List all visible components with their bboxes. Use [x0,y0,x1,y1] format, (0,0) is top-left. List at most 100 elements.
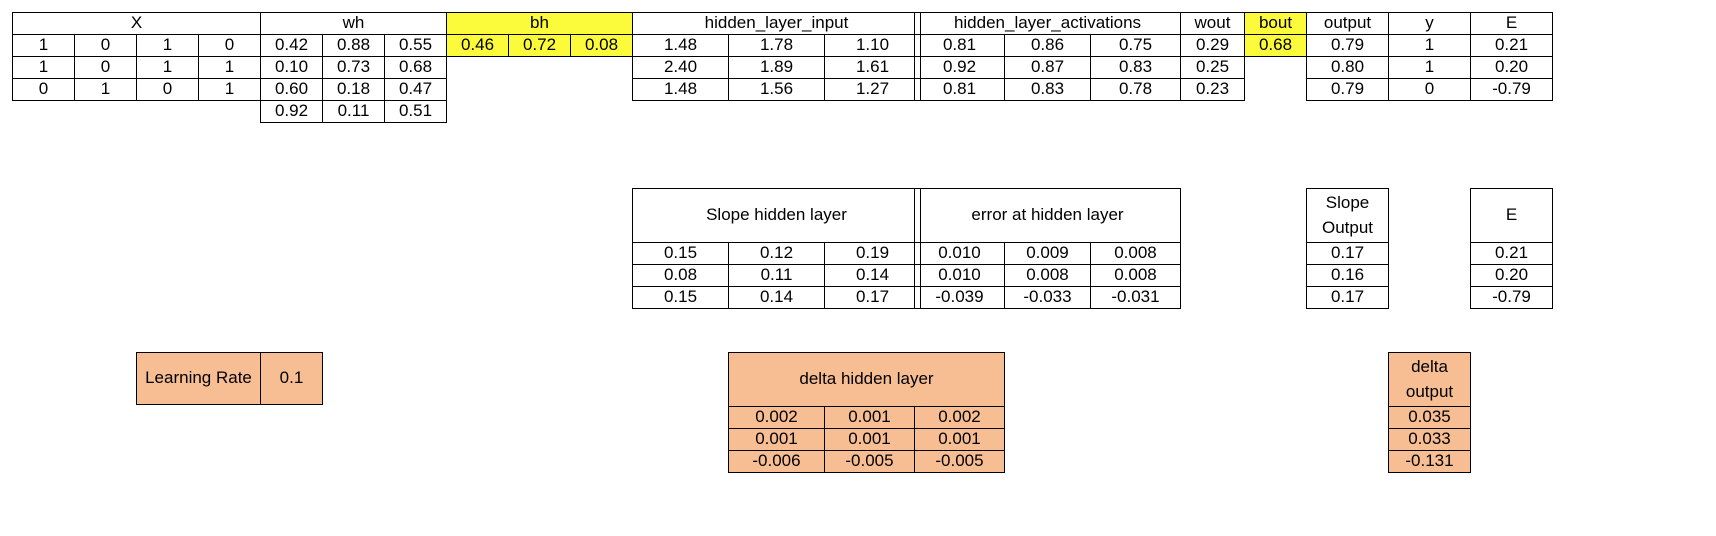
slope-output-table-header[interactable]: Slope Output [1306,188,1389,243]
hidden-layer-activations-table-cell[interactable]: 0.86 [1004,34,1091,57]
hidden-layer-activations-table-cell[interactable]: 0.81 [914,78,1005,101]
hidden-layer-input-table-cell[interactable]: 1.10 [824,34,921,57]
e-table-cell[interactable]: 0.20 [1470,56,1553,79]
bout-table-header[interactable]: bout [1244,12,1307,35]
hidden-layer-input-table-header[interactable]: hidden_layer_input [632,12,921,35]
hidden-layer-input-table-cell[interactable]: 1.56 [728,78,825,101]
y-table-header[interactable]: y [1388,12,1471,35]
e-table-cell[interactable]: 0.21 [1470,34,1553,57]
x-table-cell[interactable]: 1 [74,78,137,101]
output-table-cell[interactable]: 0.80 [1306,56,1389,79]
output-table-cell[interactable]: 0.79 [1306,78,1389,101]
wh-table-cell[interactable]: 0.51 [384,100,447,123]
slope-output-table-cell[interactable]: 0.17 [1306,242,1389,265]
slope-hidden-layer-table-cell[interactable]: 0.15 [632,286,729,309]
hidden-layer-input-table-cell[interactable]: 2.40 [632,56,729,79]
slope-output-table-cell[interactable]: 0.16 [1306,264,1389,287]
delta-hidden-layer-table-cell[interactable]: 0.001 [728,428,825,451]
delta-hidden-layer-table-cell[interactable]: -0.005 [824,450,915,473]
learning-rate-label[interactable]: Learning Rate [136,352,261,405]
x-table-cell[interactable]: 0 [74,34,137,57]
wh-table-cell[interactable]: 0.42 [260,34,323,57]
learning-rate-value[interactable]: 0.1 [260,352,323,405]
delta-output-table-cell[interactable]: -0.131 [1388,450,1471,473]
wh-table-cell[interactable]: 0.73 [322,56,385,79]
delta-hidden-layer-table-cell[interactable]: 0.001 [824,406,915,429]
error-at-hidden-layer-table-cell[interactable]: 0.010 [914,242,1005,265]
bh-table-cell[interactable]: 0.46 [446,34,509,57]
hidden-layer-activations-table-cell[interactable]: 0.92 [914,56,1005,79]
delta-output-table-header[interactable]: delta output [1388,352,1471,407]
error-at-hidden-layer-table-cell[interactable]: -0.039 [914,286,1005,309]
wh-table-cell[interactable]: 0.47 [384,78,447,101]
hidden-layer-input-table-cell[interactable]: 1.48 [632,34,729,57]
error-at-hidden-layer-table-cell[interactable]: -0.033 [1004,286,1091,309]
output-table-cell[interactable]: 0.79 [1306,34,1389,57]
x-table-cell[interactable]: 0 [136,78,199,101]
e-copy-table-cell[interactable]: 0.21 [1470,242,1553,265]
wh-table-cell[interactable]: 0.68 [384,56,447,79]
delta-hidden-layer-table-cell[interactable]: -0.006 [728,450,825,473]
hidden-layer-activations-table-cell[interactable]: 0.87 [1004,56,1091,79]
slope-hidden-layer-table-cell[interactable]: 0.12 [728,242,825,265]
hidden-layer-input-table-cell[interactable]: 1.48 [632,78,729,101]
x-table-cell[interactable]: 1 [12,56,75,79]
bh-table-cell[interactable]: 0.72 [508,34,571,57]
e-table-cell[interactable]: -0.79 [1470,78,1553,101]
hidden-layer-input-table-cell[interactable]: 1.78 [728,34,825,57]
delta-output-table-cell[interactable]: 0.035 [1388,406,1471,429]
delta-hidden-layer-table-cell[interactable]: 0.001 [824,428,915,451]
e-copy-table-header[interactable]: E [1470,188,1553,243]
wh-table-cell[interactable]: 0.18 [322,78,385,101]
delta-hidden-layer-table-header[interactable]: delta hidden layer [728,352,1005,407]
x-table-cell[interactable]: 1 [12,34,75,57]
wh-table-header[interactable]: wh [260,12,447,35]
wh-table-cell[interactable]: 0.11 [322,100,385,123]
x-table-cell[interactable]: 0 [198,34,261,57]
x-table-cell[interactable]: 1 [136,34,199,57]
error-at-hidden-layer-table-cell[interactable]: 0.008 [1090,242,1181,265]
slope-hidden-layer-table-header[interactable]: Slope hidden layer [632,188,921,243]
hidden-layer-activations-table-cell[interactable]: 0.81 [914,34,1005,57]
e-copy-table-cell[interactable]: -0.79 [1470,286,1553,309]
x-table-cell[interactable]: 0 [74,56,137,79]
y-table-cell[interactable]: 1 [1388,56,1471,79]
slope-hidden-layer-table-cell[interactable]: 0.11 [728,264,825,287]
delta-hidden-layer-table-cell[interactable]: 0.002 [914,406,1005,429]
delta-hidden-layer-table-cell[interactable]: -0.005 [914,450,1005,473]
error-at-hidden-layer-table-cell[interactable]: 0.008 [1004,264,1091,287]
error-at-hidden-layer-table-cell[interactable]: 0.010 [914,264,1005,287]
slope-hidden-layer-table-cell[interactable]: 0.08 [632,264,729,287]
delta-output-table-cell[interactable]: 0.033 [1388,428,1471,451]
wh-table-cell[interactable]: 0.88 [322,34,385,57]
wh-table-cell[interactable]: 0.60 [260,78,323,101]
wout-table-header[interactable]: wout [1180,12,1245,35]
output-table-header[interactable]: output [1306,12,1389,35]
slope-hidden-layer-table-cell[interactable]: 0.19 [824,242,921,265]
bout-table-cell[interactable]: 0.68 [1244,34,1307,57]
error-at-hidden-layer-table-cell[interactable]: -0.031 [1090,286,1181,309]
slope-hidden-layer-table-cell[interactable]: 0.17 [824,286,921,309]
wout-table-cell[interactable]: 0.23 [1180,78,1245,101]
hidden-layer-activations-table-cell[interactable]: 0.83 [1090,56,1181,79]
error-at-hidden-layer-table-cell[interactable]: 0.008 [1090,264,1181,287]
slope-hidden-layer-table-cell[interactable]: 0.15 [632,242,729,265]
slope-hidden-layer-table-cell[interactable]: 0.14 [824,264,921,287]
slope-hidden-layer-table-cell[interactable]: 0.14 [728,286,825,309]
x-table-cell[interactable]: 1 [198,56,261,79]
y-table-cell[interactable]: 0 [1388,78,1471,101]
delta-hidden-layer-table-cell[interactable]: 0.002 [728,406,825,429]
delta-hidden-layer-table-cell[interactable]: 0.001 [914,428,1005,451]
error-at-hidden-layer-table-cell[interactable]: 0.009 [1004,242,1091,265]
x-table-cell[interactable]: 0 [12,78,75,101]
x-table-cell[interactable]: 1 [136,56,199,79]
x-table-cell[interactable]: 1 [198,78,261,101]
wh-table-cell[interactable]: 0.92 [260,100,323,123]
wout-table-cell[interactable]: 0.29 [1180,34,1245,57]
x-table-header[interactable]: X [12,12,261,35]
hidden-layer-activations-table-header[interactable]: hidden_layer_activations [914,12,1181,35]
bh-table-cell[interactable]: 0.08 [570,34,633,57]
hidden-layer-activations-table-cell[interactable]: 0.78 [1090,78,1181,101]
hidden-layer-input-table-cell[interactable]: 1.89 [728,56,825,79]
hidden-layer-input-table-cell[interactable]: 1.27 [824,78,921,101]
